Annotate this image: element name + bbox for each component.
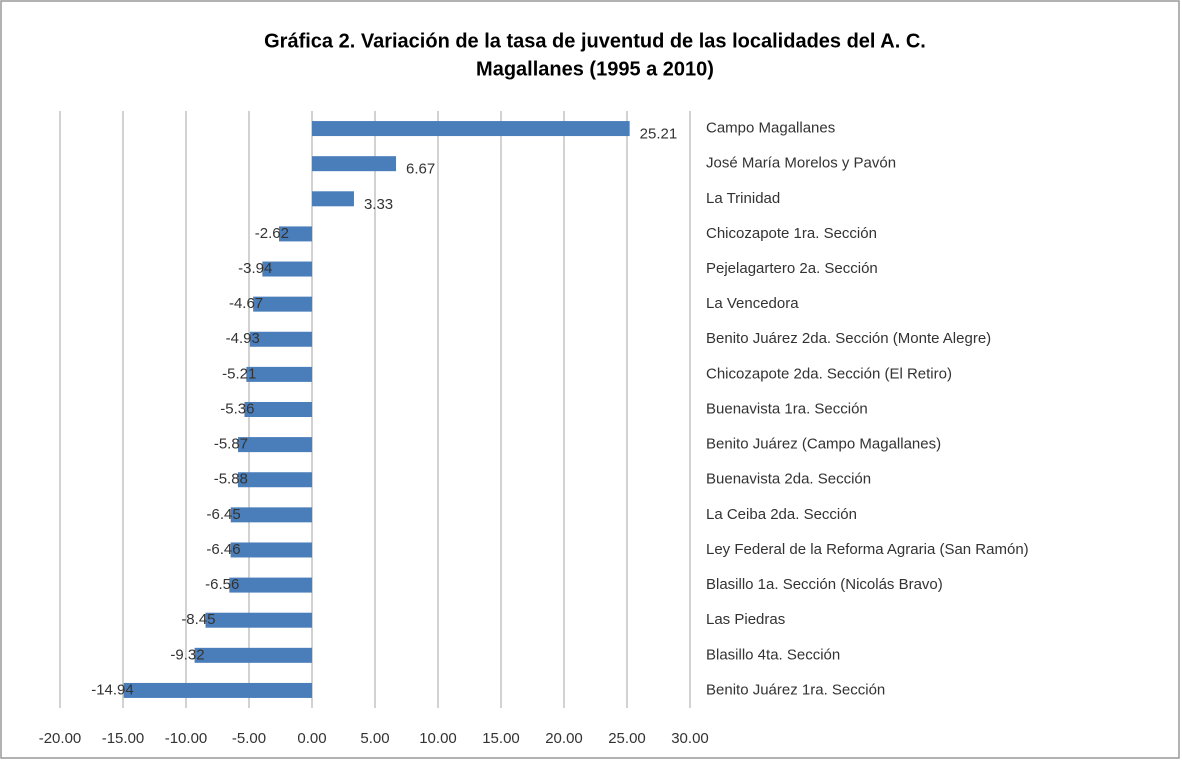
x-tick-label: -15.00: [102, 730, 145, 747]
data-label: 3.33: [364, 196, 393, 213]
category-label: La Vencedora: [706, 295, 799, 312]
x-tick-label: 10.00: [419, 730, 457, 747]
category-label: Chicozapote 1ra. Sección: [706, 225, 877, 242]
bar: [229, 577, 312, 593]
bar: [237, 472, 312, 488]
x-tick-label: 0.00: [297, 730, 326, 747]
x-tick-label: 15.00: [482, 730, 520, 747]
category-label: Buenavista 1ra. Sección: [706, 400, 868, 417]
category-label: Chicozapote 2da. Sección (El Retiro): [706, 365, 952, 382]
data-label: -5.36: [220, 400, 254, 417]
data-label: -3.94: [238, 260, 272, 277]
bar: [123, 682, 312, 698]
data-label: -5.21: [222, 365, 256, 382]
category-label: Benito Juárez 1ra. Sección: [706, 681, 885, 698]
bar: [262, 261, 312, 277]
bar: [194, 647, 312, 663]
bar: [312, 191, 354, 207]
data-label: 6.67: [406, 161, 435, 178]
data-label: -6.56: [205, 576, 239, 593]
bar: [278, 226, 312, 242]
category-label: Campo Magallanes: [706, 120, 835, 137]
category-label: Buenavista 2da. Sección: [706, 471, 871, 488]
x-tick-label: 30.00: [671, 730, 709, 747]
data-label: -5.88: [214, 471, 248, 488]
x-tick-label: -20.00: [39, 730, 82, 747]
data-label: -4.67: [229, 295, 263, 312]
category-label: Blasillo 1a. Sección (Nicolás Bravo): [706, 576, 943, 593]
bar: [205, 612, 312, 628]
bar: [230, 507, 312, 523]
data-label: -14.94: [91, 681, 134, 698]
category-label: Benito Juárez (Campo Magallanes): [706, 436, 941, 453]
bar: [230, 542, 312, 558]
bar: [312, 121, 630, 137]
chart-title: Magallanes (1995 a 2010): [476, 58, 714, 80]
chart-title: Gráfica 2. Variación de la tasa de juven…: [264, 30, 926, 52]
bar: [253, 296, 312, 312]
x-tick-label: 20.00: [545, 730, 583, 747]
bar: [246, 366, 312, 382]
data-label: -6.46: [206, 541, 240, 558]
category-label: Las Piedras: [706, 611, 785, 628]
category-label: La Trinidad: [706, 190, 780, 207]
data-label: -6.45: [207, 506, 241, 523]
data-label: 25.21: [640, 126, 678, 143]
x-tick-label: 25.00: [608, 730, 646, 747]
category-label: Pejelagartero 2a. Sección: [706, 260, 878, 277]
category-label: Blasillo 4ta. Sección: [706, 646, 840, 663]
category-label: La Ceiba 2da. Sección: [706, 506, 857, 523]
bar: [244, 402, 312, 417]
x-tick-label: -10.00: [165, 730, 208, 747]
data-label: -5.87: [214, 436, 248, 453]
category-label: Ley Federal de la Reforma Agraria (San R…: [706, 541, 1029, 558]
data-label: -9.32: [170, 646, 204, 663]
category-label: Benito Juárez 2da. Sección (Monte Alegre…: [706, 330, 991, 347]
bar: [238, 437, 312, 453]
bar: [249, 331, 312, 347]
x-tick-label: -5.00: [232, 730, 266, 747]
bar: [312, 156, 397, 172]
data-label: -2.62: [255, 225, 289, 242]
x-tick-label: 5.00: [360, 730, 389, 747]
data-label: -8.45: [181, 611, 215, 628]
category-label: José María Morelos y Pavón: [706, 155, 896, 172]
data-label: -4.93: [226, 330, 260, 347]
